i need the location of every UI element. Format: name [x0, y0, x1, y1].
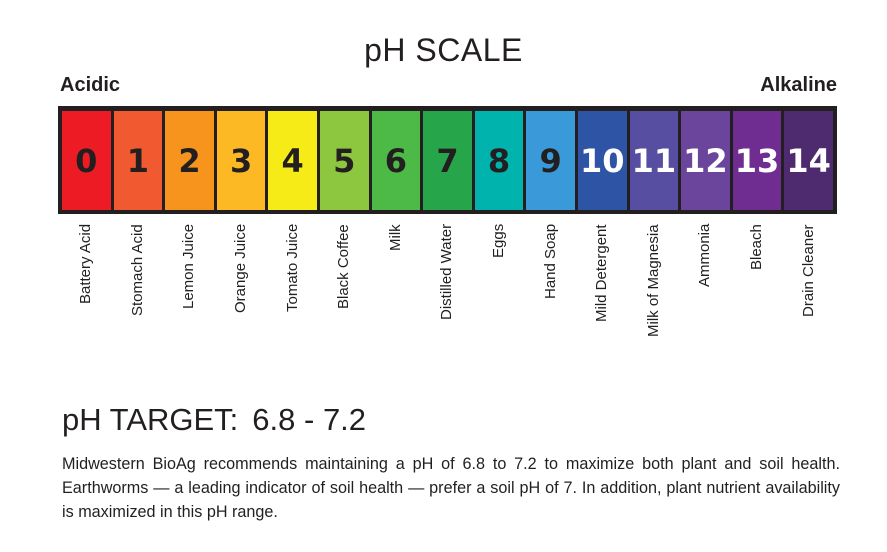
ph-cell-7: 7	[423, 111, 472, 210]
ph-cell-4: 4	[268, 111, 317, 210]
ph-example-1: Stomach Acid	[114, 224, 163, 364]
ph-cell-2: 2	[165, 111, 214, 210]
ph-cell-5: 5	[319, 111, 369, 210]
ph-cell-8: 8	[474, 111, 524, 210]
ph-target: pH TARGET: 6.8 - 7.2	[62, 402, 366, 438]
ph-cell-14: 14	[784, 111, 833, 210]
ph-example-label: Mild Detergent	[593, 224, 611, 322]
ph-cell-9: 9	[526, 111, 575, 210]
ph-example-3: Orange Juice	[217, 224, 266, 364]
ph-example-label: Bleach	[748, 224, 766, 270]
ph-example-12: Ammonia	[681, 224, 730, 364]
ph-example-2: Lemon Juice	[165, 224, 214, 364]
ph-example-label: Lemon Juice	[180, 223, 198, 309]
ph-example-11: Milk of Magnesia	[630, 224, 679, 364]
ph-example-14: Drain Cleaner	[784, 224, 833, 364]
ph-example-4: Tomato Juice	[268, 224, 317, 364]
ph-example-label: Stomach Acid	[128, 224, 146, 316]
ph-example-5: Black Coffee	[320, 224, 369, 364]
alkaline-label: Alkaline	[760, 74, 837, 96]
ph-example-label: Black Coffee	[335, 224, 353, 309]
ph-example-7: Distilled Water	[423, 224, 472, 364]
ph-example-label: Milk	[386, 224, 404, 251]
ph-example-label: Ammonia	[696, 223, 714, 287]
ph-example-10: Mild Detergent	[578, 224, 627, 364]
ph-example-8: Eggs	[475, 224, 524, 364]
ph-example-0: Battery Acid	[62, 224, 111, 364]
ph-target-label: pH TARGET:	[62, 402, 239, 437]
ph-cell-3: 3	[216, 111, 266, 210]
description-text: Midwestern BioAg recommends maintaining …	[62, 455, 840, 521]
ph-example-label: Orange Juice	[232, 223, 250, 313]
ph-example-label: Eggs	[490, 223, 508, 258]
page-title: pH SCALE	[364, 32, 523, 68]
ph-cell-0: 0	[62, 111, 111, 210]
ph-example-6: Milk	[372, 224, 421, 364]
ph-cell-11: 11	[629, 111, 679, 210]
ph-cell-12: 12	[681, 111, 730, 210]
ph-scale-bar: 0 1 2 3 4 5 6 7 8 9 10 11 12 13 14	[58, 106, 837, 214]
ph-example-label: Battery Acid	[77, 223, 95, 304]
ph-examples: Battery Acid Stomach Acid Lemon Juice Orang…	[58, 224, 837, 364]
ph-cell-13: 13	[732, 111, 782, 210]
ph-example-13: Bleach	[733, 224, 782, 364]
ph-example-label: Hand Soap	[541, 223, 559, 299]
ph-example-label: Distilled Water	[438, 223, 456, 320]
ph-cell-6: 6	[371, 111, 421, 210]
acidic-label: Acidic	[60, 74, 121, 96]
ph-example-label: Drain Cleaner	[799, 224, 817, 317]
ph-cell-1: 1	[113, 111, 163, 210]
ph-example-label: Milk of Magnesia	[644, 224, 662, 337]
ph-target-value: 6.8 - 7.2	[252, 402, 367, 437]
ph-example-label: Tomato Juice	[283, 223, 301, 312]
ph-example-9: Hand Soap	[526, 224, 575, 364]
ph-cell-10: 10	[577, 111, 627, 210]
